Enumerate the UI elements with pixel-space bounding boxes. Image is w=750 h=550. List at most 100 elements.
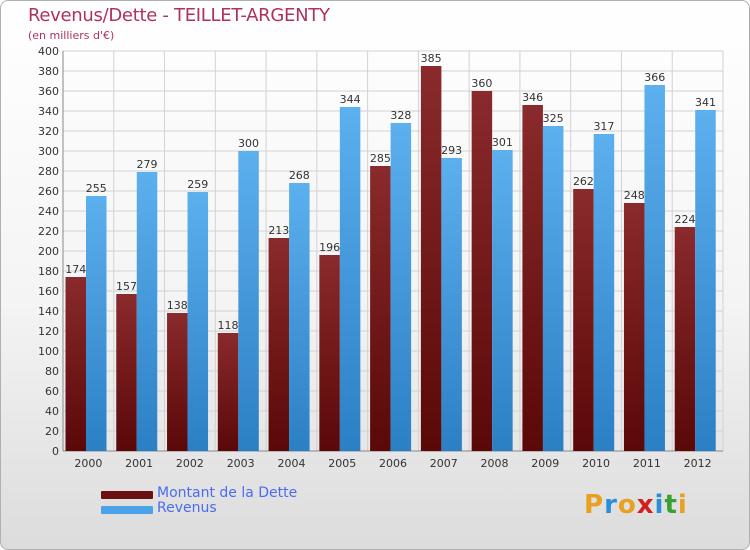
y-tick-label: 40 [45, 405, 59, 418]
chart-title: Revenus/Dette - TEILLET-ARGENTY [28, 5, 330, 26]
x-tick-label: 2010 [582, 457, 610, 470]
data-label-dette: 285 [370, 152, 391, 165]
x-tick-label: 2004 [277, 457, 305, 470]
y-tick-label: 300 [38, 145, 59, 158]
bar-revenus [339, 107, 361, 451]
bar-dette [420, 66, 442, 451]
y-tick-label: 220 [38, 225, 59, 238]
bar-dette [217, 333, 239, 451]
y-tick-label: 340 [38, 105, 59, 118]
bar-revenus [390, 123, 412, 451]
legend-label-debt: Montant de la Dette [157, 485, 298, 501]
logo-letter: o [617, 490, 637, 520]
legend-swatch-debt [101, 491, 153, 499]
data-label-revenus: 344 [340, 93, 361, 106]
logo-letter: P [584, 490, 605, 520]
bar-dette [268, 238, 290, 451]
data-label-dette: 213 [268, 224, 289, 237]
y-tick-label: 20 [45, 425, 59, 438]
data-label-dette: 118 [218, 319, 239, 332]
data-label-revenus: 301 [492, 136, 513, 149]
bar-dette [370, 166, 391, 451]
data-label-dette: 224 [674, 213, 695, 226]
bar-revenus [542, 126, 564, 451]
bar-dette [623, 203, 645, 451]
bar-revenus [238, 151, 259, 451]
data-label-dette: 346 [522, 91, 543, 104]
bar-dette [471, 91, 493, 451]
legend-label-revenus: Revenus [157, 500, 217, 516]
y-tick-label: 280 [38, 165, 59, 178]
y-tick-label: 60 [45, 385, 59, 398]
x-tick-label: 2000 [74, 457, 102, 470]
x-tick-label: 2001 [125, 457, 153, 470]
bar-dette [65, 277, 86, 451]
data-label-dette: 360 [471, 77, 492, 90]
data-label-dette: 138 [167, 299, 188, 312]
x-tick-label: 2011 [633, 457, 661, 470]
bar-revenus [644, 85, 665, 451]
y-tick-label: 320 [38, 125, 59, 138]
y-tick-label: 0 [52, 445, 59, 458]
x-tick-label: 2003 [227, 457, 255, 470]
bar-revenus [441, 158, 462, 451]
data-label-revenus: 300 [238, 137, 259, 150]
x-tick-label: 2007 [430, 457, 458, 470]
data-label-revenus: 366 [644, 71, 665, 84]
data-label-revenus: 293 [441, 144, 462, 157]
data-label-revenus: 279 [137, 158, 158, 171]
data-label-revenus: 255 [86, 182, 107, 195]
bar-dette [674, 227, 696, 451]
y-tick-label: 120 [38, 325, 59, 338]
logo-letter: r [604, 490, 618, 520]
y-tick-label: 180 [38, 265, 59, 278]
logo-letter: t [664, 490, 678, 520]
bar-revenus [695, 110, 716, 451]
bar-revenus [593, 134, 615, 451]
y-tick-label: 100 [38, 345, 59, 358]
x-tick-label: 2002 [176, 457, 204, 470]
data-label-dette: 262 [573, 175, 594, 188]
bar-dette [573, 189, 594, 451]
y-tick-label: 80 [45, 365, 59, 378]
data-label-dette: 385 [421, 52, 442, 65]
y-tick-label: 240 [38, 205, 59, 218]
data-label-dette: 196 [319, 241, 340, 254]
x-tick-label: 2006 [379, 457, 407, 470]
data-label-revenus: 317 [593, 120, 614, 133]
x-tick-label: 2009 [531, 457, 559, 470]
y-tick-label: 400 [38, 45, 59, 58]
x-tick-label: 2008 [481, 457, 509, 470]
y-tick-label: 260 [38, 185, 59, 198]
logo-letter: i [677, 490, 688, 520]
data-label-dette: 248 [624, 189, 645, 202]
y-tick-label: 360 [38, 85, 59, 98]
bar-dette [522, 105, 543, 451]
bar-revenus [289, 183, 310, 451]
bar-revenus [136, 172, 158, 451]
bar-dette [116, 294, 137, 451]
y-tick-label: 140 [38, 305, 59, 318]
data-label-revenus: 341 [695, 96, 716, 109]
bar-revenus [492, 150, 513, 451]
data-label-dette: 174 [65, 263, 86, 276]
bar-revenus [187, 192, 209, 451]
chart-subtitle: (en milliers d'€) [28, 29, 115, 42]
logo-letter: x [636, 490, 655, 520]
x-tick-label: 2012 [684, 457, 712, 470]
y-tick-label: 160 [38, 285, 59, 298]
data-label-revenus: 328 [390, 109, 411, 122]
logo-letter: i [654, 490, 665, 520]
proxiti-logo: Proxiti [584, 490, 688, 520]
bar-revenus [86, 196, 107, 451]
x-tick-label: 2005 [328, 457, 356, 470]
y-tick-label: 380 [38, 65, 59, 78]
legend-swatch-revenus [101, 506, 153, 514]
data-label-dette: 157 [116, 280, 137, 293]
y-tick-label: 200 [38, 245, 59, 258]
data-label-revenus: 259 [187, 178, 208, 191]
bar-dette [319, 255, 340, 451]
data-label-revenus: 268 [289, 169, 310, 182]
